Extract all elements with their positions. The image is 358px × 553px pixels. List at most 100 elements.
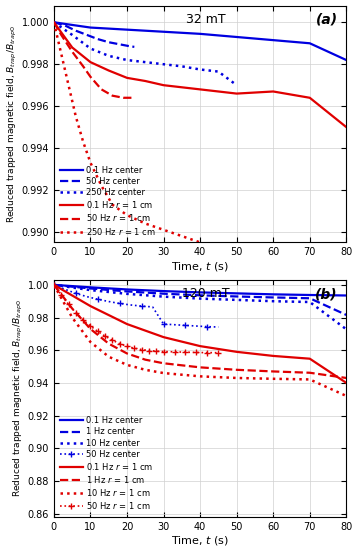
50 Hz center <box>216 324 221 330</box>
250 Hz center <box>107 53 111 59</box>
1 Hz center <box>125 288 129 295</box>
50 Hz $r$ = 1 cm <box>52 281 56 288</box>
50 Hz $r$ = 1 cm <box>147 347 151 354</box>
Line: 250 Hz center: 250 Hz center <box>54 22 237 85</box>
50 Hz $r$ = 1 cm <box>216 349 221 356</box>
0.1 Hz $r$ = 1 cm <box>271 88 275 95</box>
0.1 Hz $r$ = 1 cm <box>161 334 166 341</box>
0.1 Hz center <box>344 292 348 299</box>
0.1 Hz center <box>234 34 239 40</box>
0.1 Hz center <box>198 289 202 296</box>
50 Hz center <box>129 301 133 308</box>
250 Hz $r$ = 1 cm <box>110 201 115 208</box>
10 Hz $r$ = 1 cm <box>308 376 312 383</box>
Text: 120 mT: 120 mT <box>182 287 230 300</box>
50 Hz $r$ = 1 cm <box>81 63 85 70</box>
10 Hz center <box>88 287 93 294</box>
250 Hz center <box>52 19 56 25</box>
0.1 Hz $r$ = 1 cm <box>271 353 275 359</box>
50 Hz $r$ = 1 cm <box>161 348 166 355</box>
0.1 Hz $r$ = 1 cm <box>125 75 129 81</box>
250 Hz center <box>125 57 129 64</box>
0.1 Hz center <box>308 291 312 298</box>
10 Hz center <box>271 298 275 305</box>
250 Hz center <box>234 82 239 88</box>
250 Hz $r$ = 1 cm <box>180 233 184 239</box>
50 Hz $r$ = 1 cm <box>194 349 199 356</box>
10 Hz $r$ = 1 cm <box>143 367 147 373</box>
50 Hz $r$ = 1 cm <box>173 348 177 355</box>
0.1 Hz $r$ = 1 cm <box>234 90 239 97</box>
Line: 1 Hz $r$ = 1 cm: 1 Hz $r$ = 1 cm <box>54 285 346 378</box>
50 Hz $r$ = 1 cm <box>205 349 209 356</box>
1 Hz $r$ = 1 cm <box>70 305 74 312</box>
50 Hz $r$ = 1 cm <box>88 323 93 330</box>
Text: 32 mT: 32 mT <box>186 13 226 25</box>
50 Hz $r$ = 1 cm <box>70 48 74 55</box>
1 Hz $r$ = 1 cm <box>88 326 93 332</box>
Y-axis label: Reduced trapped magnetic field, $B_{trap}/B_{trap0}$: Reduced trapped magnetic field, $B_{trap… <box>12 300 25 497</box>
0.1 Hz center <box>308 40 312 46</box>
0.1 Hz $r$ = 1 cm <box>308 356 312 362</box>
0.1 Hz $r$ = 1 cm <box>234 348 239 355</box>
1 Hz center <box>161 290 166 297</box>
0.1 Hz center <box>125 27 129 33</box>
250 Hz center <box>216 68 221 75</box>
0.1 Hz $r$ = 1 cm <box>125 321 129 327</box>
0.1 Hz center <box>271 291 275 298</box>
10 Hz $r$ = 1 cm <box>88 339 93 346</box>
10 Hz center <box>52 281 56 288</box>
1 Hz $r$ = 1 cm <box>107 340 111 347</box>
50 Hz center <box>173 321 177 328</box>
Line: 50 Hz $r$ = 1 cm: 50 Hz $r$ = 1 cm <box>54 22 134 98</box>
10 Hz $r$ = 1 cm <box>344 393 348 399</box>
50 Hz $r$ = 1 cm <box>103 333 107 340</box>
50 Hz center <box>52 19 56 25</box>
0.1 Hz center <box>88 284 93 291</box>
X-axis label: Time, $t$ (s): Time, $t$ (s) <box>171 260 229 273</box>
0.1 Hz center <box>52 19 56 25</box>
0.1 Hz center <box>88 24 93 31</box>
250 Hz $r$ = 1 cm <box>99 182 103 189</box>
50 Hz $r$ = 1 cm <box>74 309 78 316</box>
Line: 0.1 Hz center: 0.1 Hz center <box>54 285 346 295</box>
Line: 10 Hz $r$ = 1 cm: 10 Hz $r$ = 1 cm <box>54 285 346 396</box>
Line: 50 Hz center: 50 Hz center <box>51 281 222 330</box>
0.1 Hz center <box>344 57 348 64</box>
10 Hz $r$ = 1 cm <box>271 375 275 382</box>
1 Hz $r$ = 1 cm <box>344 374 348 381</box>
50 Hz $r$ = 1 cm <box>59 291 63 298</box>
50 Hz $r$ = 1 cm <box>110 337 115 343</box>
1 Hz center <box>234 293 239 300</box>
250 Hz center <box>180 63 184 70</box>
10 Hz $r$ = 1 cm <box>70 314 74 321</box>
10 Hz $r$ = 1 cm <box>107 353 111 360</box>
0.1 Hz center <box>198 30 202 37</box>
0.1 Hz $r$ = 1 cm <box>52 19 56 25</box>
250 Hz $r$ = 1 cm <box>198 239 202 246</box>
250 Hz $r$ = 1 cm <box>216 246 221 252</box>
0.1 Hz $r$ = 1 cm <box>308 95 312 101</box>
50 Hz $r$ = 1 cm <box>140 346 144 353</box>
10 Hz center <box>161 293 166 300</box>
50 Hz center <box>129 43 133 50</box>
1 Hz $r$ = 1 cm <box>308 369 312 376</box>
50 Hz center <box>140 303 144 310</box>
50 Hz center <box>74 290 78 296</box>
50 Hz center <box>150 304 155 310</box>
50 Hz $r$ = 1 cm <box>132 345 136 352</box>
0.1 Hz $r$ = 1 cm <box>88 303 93 310</box>
250 Hz $r$ = 1 cm <box>59 50 63 57</box>
1 Hz $r$ = 1 cm <box>52 281 56 288</box>
50 Hz $r$ = 1 cm <box>110 92 115 99</box>
Legend: 0.1 Hz center, 50 Hz center, 250 Hz center, 0.1 Hz $r$ = 1 cm, 50 Hz $r$ = 1 cm,: 0.1 Hz center, 50 Hz center, 250 Hz cent… <box>58 164 158 238</box>
50 Hz center <box>117 41 122 48</box>
250 Hz $r$ = 1 cm <box>74 113 78 120</box>
Line: 10 Hz center: 10 Hz center <box>54 285 346 329</box>
50 Hz center <box>96 36 100 43</box>
0.1 Hz $r$ = 1 cm <box>198 86 202 93</box>
50 Hz $r$ = 1 cm <box>132 95 136 101</box>
10 Hz $r$ = 1 cm <box>52 281 56 288</box>
250 Hz $r$ = 1 cm <box>161 227 166 233</box>
0.1 Hz $r$ = 1 cm <box>344 379 348 386</box>
